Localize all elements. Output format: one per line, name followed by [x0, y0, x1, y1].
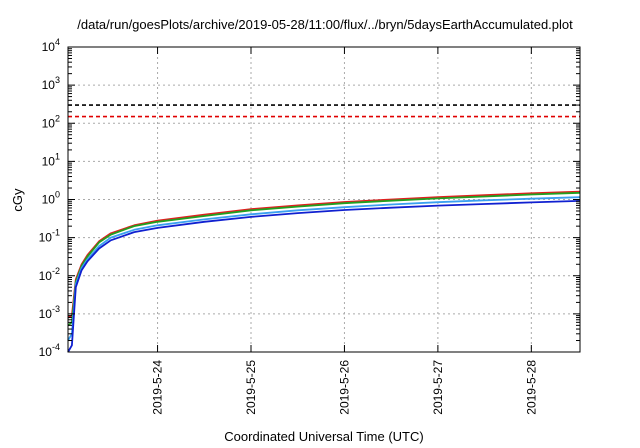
x-tick-label: 2019-5-25: [244, 360, 258, 415]
y-tick-label: 103: [42, 75, 60, 92]
series-lines: [67, 190, 581, 353]
y-tick-label: 10-3: [39, 304, 60, 321]
y-tick-label: 101: [42, 151, 60, 168]
x-tick-label: 2019-5-28: [524, 360, 538, 415]
series-line: [67, 196, 581, 341]
series-line: [67, 200, 581, 353]
x-axis-label: Coordinated Universal Time (UTC): [224, 429, 423, 444]
reference-lines: [68, 104, 580, 118]
y-tick-label: 102: [42, 113, 60, 130]
y-tick-label: 10-1: [39, 228, 60, 245]
grid-lines: [68, 47, 580, 352]
y-tick-label: 100: [42, 190, 60, 207]
x-tick-label: 2019-5-27: [431, 360, 445, 415]
y-tick-label: 10-4: [39, 342, 60, 359]
chart-title: /data/run/goesPlots/archive/2019-05-28/1…: [77, 17, 573, 32]
x-tick-label: 2019-5-26: [337, 360, 351, 415]
axis-ticks: 10-4 10-3 10-2 10-1 100 101 102 103 104 2019-5-24…: [39, 37, 580, 415]
series-line: [67, 191, 581, 327]
y-tick-label: 104: [42, 37, 60, 54]
y-tick-label: 10-2: [39, 266, 60, 283]
y-axis-label: cGy: [10, 188, 25, 212]
x-tick-label: 2019-5-24: [151, 360, 165, 415]
